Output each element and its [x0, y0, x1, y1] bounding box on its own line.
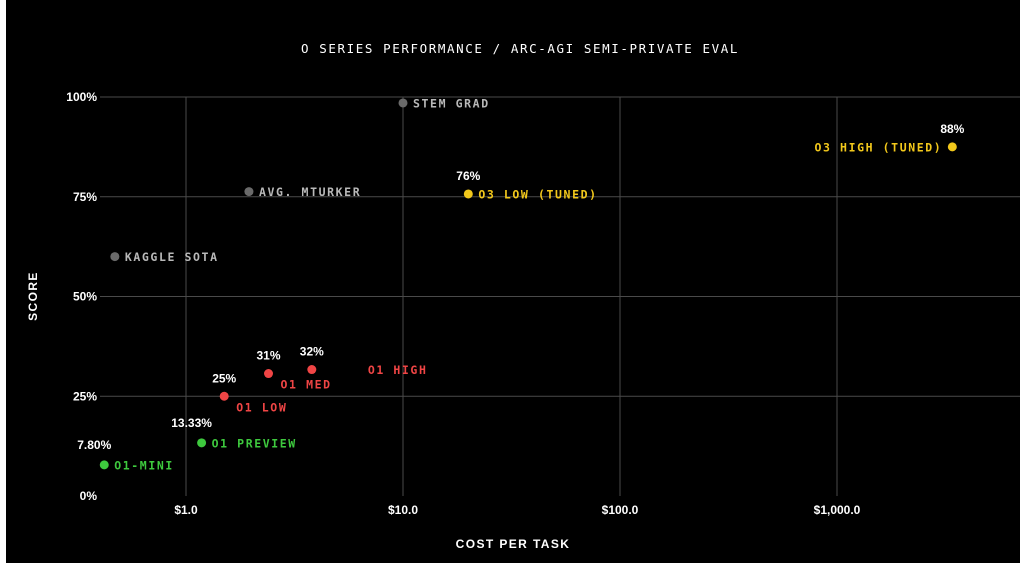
value-label: 88%: [940, 122, 964, 136]
data-point: [264, 369, 274, 379]
y-tick-label: 75%: [73, 190, 97, 204]
value-label: 32%: [300, 345, 324, 359]
value-label: 76%: [456, 169, 480, 183]
x-tick-label: $10.0: [388, 503, 418, 517]
grid: [100, 96, 1020, 496]
value-label: 7.80%: [77, 438, 111, 452]
data-point: [110, 252, 120, 262]
x-tick-label: $100.0: [602, 503, 639, 517]
chart-title: O SERIES PERFORMANCE / ARC-AGI SEMI-PRIV…: [301, 41, 739, 56]
y-tick-label: 25%: [73, 389, 97, 403]
y-tick-label: 50%: [73, 290, 97, 304]
point-label: O3 LOW (TUNED): [478, 187, 597, 201]
point-label: O1 HIGH: [368, 363, 428, 377]
y-tick-label: 0%: [80, 489, 98, 503]
value-label: 25%: [212, 371, 236, 385]
x-axis-label: COST PER TASK: [456, 537, 571, 551]
point-label: O3 HIGH (TUNED): [814, 140, 942, 154]
point-label: STEM GRAD: [413, 96, 490, 110]
scatter-chart: O SERIES PERFORMANCE / ARC-AGI SEMI-PRIV…: [26, 41, 1020, 551]
point-label: O1-MINI: [114, 458, 174, 472]
data-point: [197, 438, 207, 448]
data-point: [99, 460, 109, 470]
data-point: [307, 365, 317, 375]
chart-frame: O SERIES PERFORMANCE / ARC-AGI SEMI-PRIV…: [6, 0, 1020, 563]
x-tick-label: $1,000.0: [814, 503, 861, 517]
point-label: AVG. MTURKER: [259, 185, 361, 199]
y-tick-label: 100%: [66, 90, 97, 104]
point-label: KAGGLE SOTA: [125, 250, 219, 264]
data-point: [398, 98, 408, 108]
point-label: O1 PREVIEW: [212, 436, 297, 450]
y-axis-label: SCORE: [26, 271, 40, 321]
data-point: [244, 187, 254, 197]
data-point: [463, 189, 473, 199]
point-label: O1 LOW: [236, 400, 287, 414]
point-label: O1 MED: [281, 378, 332, 392]
value-label: 13.33%: [171, 416, 212, 430]
data-point: [947, 142, 957, 152]
data-point: [219, 391, 229, 401]
value-label: 31%: [256, 349, 280, 363]
x-tick-label: $1.0: [174, 503, 198, 517]
tick-labels: 0% 25% 50% 75% 100% $1.0 $10.0 $100.0 $1,000.0: [66, 90, 860, 517]
